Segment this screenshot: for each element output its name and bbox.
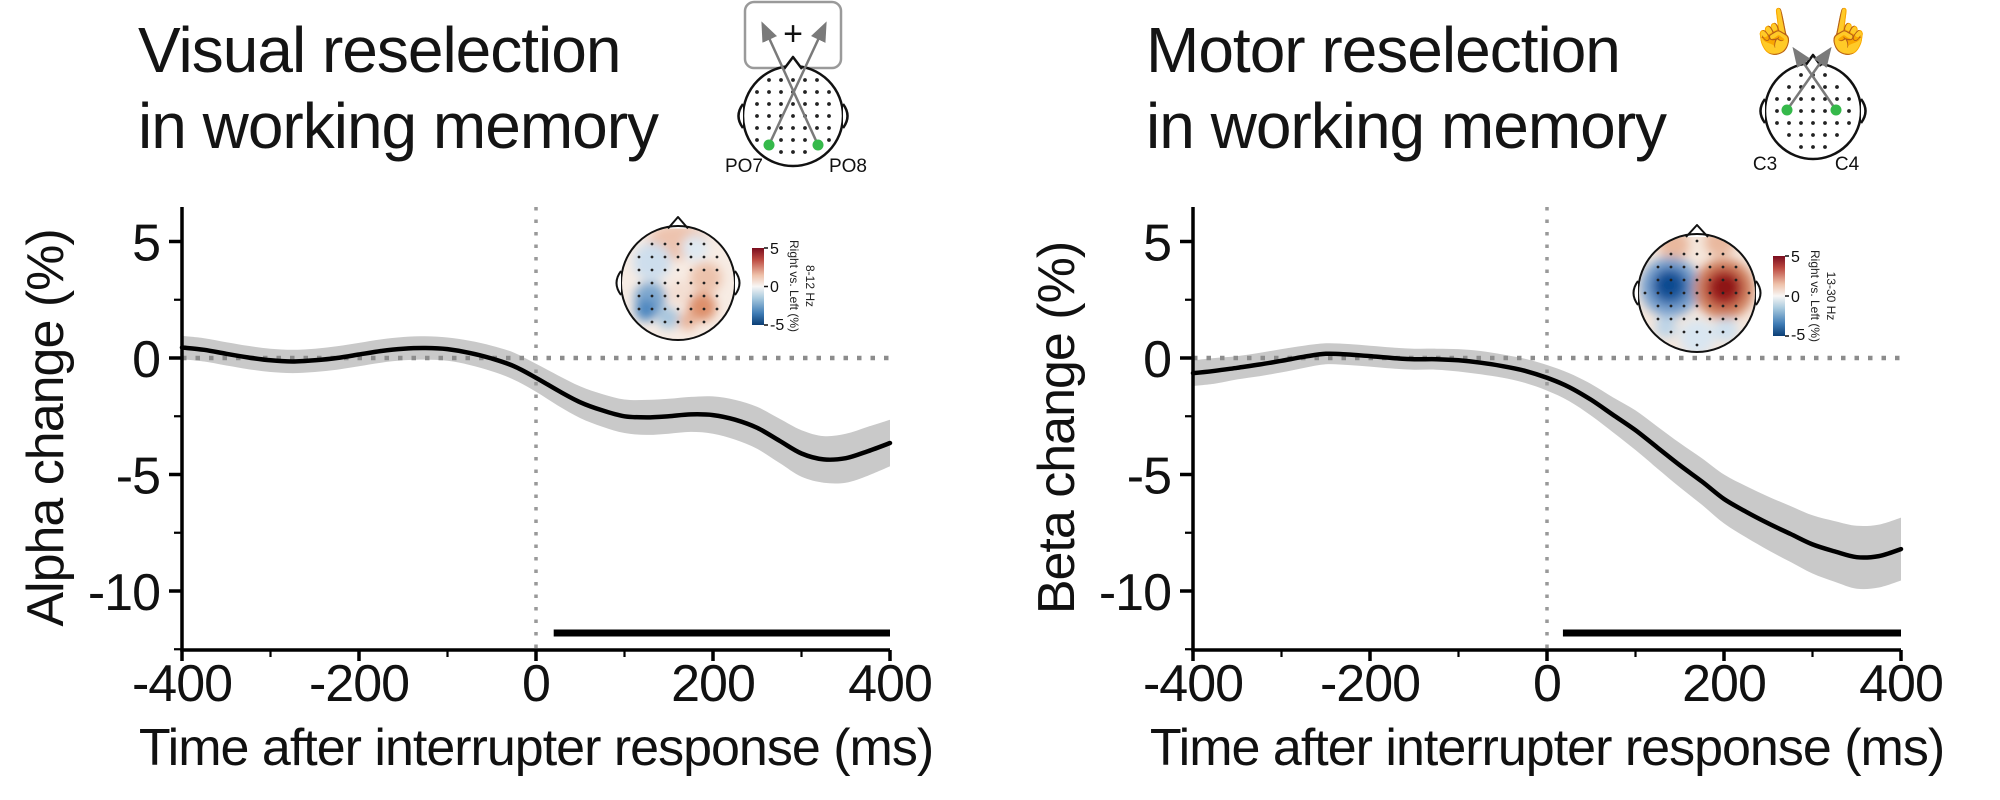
error-band (182, 335, 890, 484)
colorbar-tick-mid: 0 (770, 279, 779, 296)
right-ear-icon (1755, 280, 1762, 306)
y-tick-label: -10 (88, 564, 160, 622)
topomap-blobs (633, 227, 722, 330)
colorbar-label: Right vs. Left (%) (1808, 250, 1822, 342)
y-tick-label: -10 (1099, 564, 1171, 622)
panel-title-motor: Motor reselection in working memory (1146, 12, 1667, 164)
motor-arrow-right-to-left-hand (1792, 46, 1838, 111)
colorbar-tick-mid: 0 (1791, 289, 1800, 306)
x-tick-label: 200 (671, 655, 755, 713)
colorbar-tick-max: 5 (1791, 249, 1800, 266)
y-tick-label: -5 (116, 448, 160, 506)
colorbar-label: Right vs. Left (%) (787, 240, 801, 332)
mean-curve (1190, 351, 1904, 560)
beta-topomap-inset: 5 0 -5 Right vs. Left (%) 13-30 Hz (1632, 224, 1838, 353)
attention-arrow-left-to-right (767, 21, 827, 146)
x-axis-title: Time after interrupter response (ms) (139, 719, 933, 777)
task-diagram-motor: ☝ ☝ C3 C4 (1744, 2, 1878, 175)
right-ear-icon (1859, 98, 1867, 124)
motor-arrow-left-to-right-hand (1785, 46, 1832, 111)
x-tick-label: 400 (1859, 655, 1943, 713)
left-ear-icon (615, 270, 622, 296)
colorbar-tick-min: -5 (1791, 327, 1805, 344)
x-tick-label: 200 (1682, 655, 1766, 713)
right-ear-icon (841, 103, 849, 129)
panel-title-motor-line2: in working memory (1146, 90, 1667, 162)
colorbar (752, 248, 764, 325)
frequency-band-label: 8-12 Hz (803, 265, 817, 307)
x-tick-label: -200 (309, 655, 409, 713)
mean-curve (179, 345, 893, 462)
electrode-grid (755, 78, 831, 154)
alpha-topomap-inset: 5 0 -5 Right vs. Left (%) 8-12 Hz (615, 216, 817, 341)
electrode-po7-dot (763, 139, 775, 151)
frequency-band-label: 13-30 Hz (1824, 272, 1838, 321)
fixation-cross: + (783, 15, 803, 53)
x-axis-title: Time after interrupter response (ms) (1150, 719, 1944, 777)
electrode-grid (1775, 73, 1851, 149)
y-axis-title: Alpha change (%) (17, 229, 75, 626)
panel-title-visual-line2: in working memory (138, 90, 659, 162)
left-ear-icon (1632, 280, 1639, 306)
electrode-po8-dot (812, 139, 824, 151)
panel-title-visual-line1: Visual reselection (138, 14, 621, 86)
topomap-electrode-grid (1643, 239, 1751, 347)
left-ear-icon (1759, 98, 1767, 124)
attention-arrow-right-to-left (761, 21, 820, 146)
colorbar-tick-min: -5 (770, 317, 784, 334)
x-tick-label: -400 (1143, 655, 1243, 713)
electrode-label-po8: PO8 (829, 156, 867, 177)
topomap-electrode-grid (637, 242, 719, 324)
panel-title-visual: Visual reselection in working memory (138, 12, 659, 164)
electrode-label-c4: C4 (1835, 154, 1860, 175)
x-tick-label: -400 (132, 655, 232, 713)
y-tick-label: 0 (132, 331, 160, 389)
x-tick-label: 0 (1533, 655, 1561, 713)
nose-icon (783, 55, 803, 70)
colorbar (1773, 256, 1785, 336)
x-tick-label: 0 (522, 655, 550, 713)
error-band (1193, 343, 1901, 590)
plot-content: -400 -200 0 200 400 5 0 -5 -10 (88, 207, 933, 713)
left-ear-icon (737, 103, 745, 129)
electrode-label-po7: PO7 (725, 156, 763, 177)
alpha-timecourse-plot: -400 -200 0 200 400 5 0 -5 -10 Time after interr… (17, 207, 934, 777)
x-tick-label: -200 (1320, 655, 1420, 713)
electrode-c3-dot (1781, 104, 1793, 116)
panel-title-motor-line1: Motor reselection (1146, 14, 1621, 86)
task-diagram-visual: + PO7 PO8 (725, 0, 867, 177)
y-axis-title: Beta change (%) (1028, 242, 1086, 614)
y-tick-label: 5 (132, 215, 160, 273)
electrode-label-c3: C3 (1753, 154, 1777, 175)
colorbar-tick-max: 5 (770, 241, 779, 258)
beta-timecourse-plot: -400 -200 0 200 400 5 0 -5 -10 Time after interr… (1028, 207, 1945, 777)
right-ear-icon (734, 270, 741, 296)
y-tick-label: 5 (1143, 215, 1171, 273)
x-tick-label: 400 (848, 655, 932, 713)
y-tick-label: -5 (1127, 448, 1171, 506)
y-tick-label: 0 (1143, 331, 1171, 389)
plot-content: -400 -200 0 200 400 5 0 -5 -10 (1099, 207, 1944, 713)
electrode-c4-dot (1830, 104, 1842, 116)
